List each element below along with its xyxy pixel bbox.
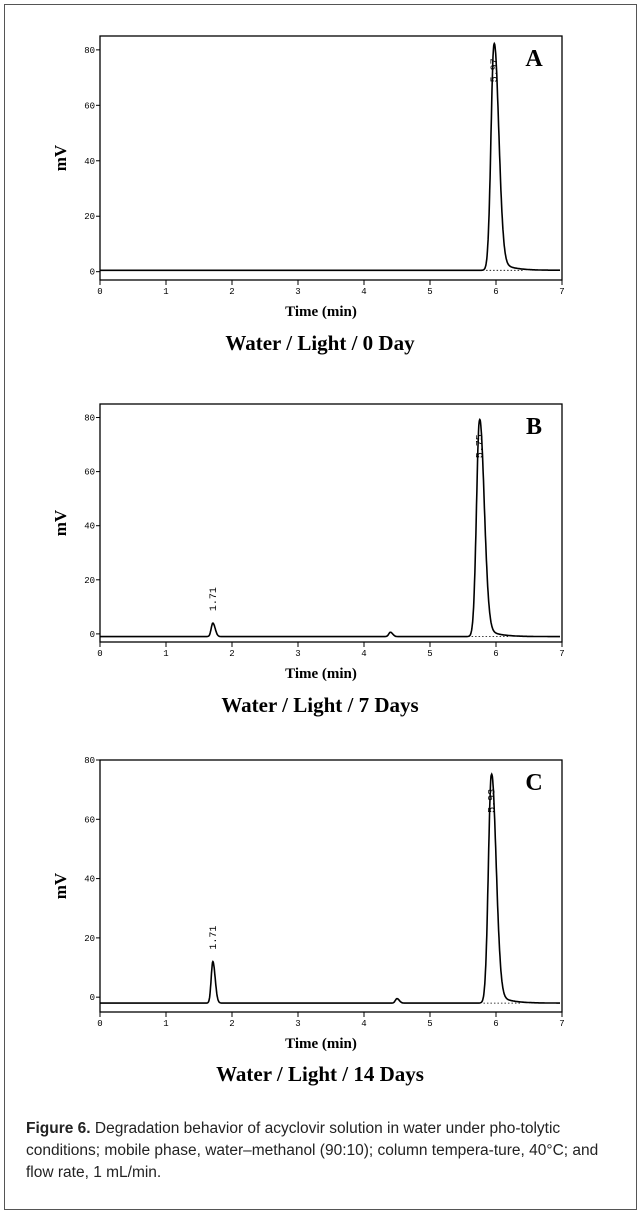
y-tick-label: 20 [84,934,95,944]
y-tick-label: 80 [84,414,95,424]
y-tick-label: 60 [84,468,95,478]
peak-label: 1.71 [209,926,220,950]
chromatogram-trace [100,772,560,1004]
x-tick-label: 3 [295,287,300,297]
y-tick-label: 60 [84,815,95,825]
y-tick-label: 40 [84,157,95,167]
peak-label: 5.93 [487,789,498,813]
x-tick-label: 4 [361,1019,366,1029]
x-tick-label: 6 [493,649,498,659]
y-tick-label: 60 [84,101,95,111]
x-tick-label: 4 [361,287,366,297]
chromatogram-c: 0 1 2 3 4 5 6 7 0 20 40 60 80 Time (min) mV C 1.71 5.93 [51,756,565,1052]
peak-label: 1.71 [209,587,220,611]
panel-caption-b: Water / Light / 7 Days [221,693,419,717]
x-tick-label: 0 [97,287,102,297]
chart-panel-b: 0 1 2 3 4 5 6 7 0 20 40 60 80 Time (min) mV B 1.71 5.75 W… [40,390,600,730]
chromatogram-trace [100,41,560,272]
x-axis-label: Time (min) [285,666,357,682]
peak-label: 5.75 [476,434,487,458]
y-tick-label: 20 [84,576,95,586]
x-tick-label: 4 [361,649,366,659]
chromatogram-b: 0 1 2 3 4 5 6 7 0 20 40 60 80 Time (min) mV B 1.71 5.75 [51,403,565,682]
x-tick-label: 2 [229,1019,234,1029]
y-tick-label: 0 [90,993,95,1003]
x-tick-label: 6 [493,1019,498,1029]
figure-caption: Figure 6. Degradation behavior of acyclo… [26,1118,618,1184]
x-tick-label: 2 [229,649,234,659]
x-tick-label: 5 [427,1019,432,1029]
x-tick-label: 1 [163,287,168,297]
chromatogram-a: 0 1 2 3 4 5 6 7 0 20 40 60 80 Time (min) mV A 5.97 [51,35,565,320]
x-tick-label: 0 [97,1019,102,1029]
y-tick-label: 40 [84,875,95,885]
chart-panel-c: 0 1 2 3 4 5 6 7 0 20 40 60 80 Time (min) mV C 1.71 5.93 W… [40,752,600,1102]
y-tick-label: 80 [84,46,95,56]
panel-letter: B [526,414,542,440]
y-axis-label: mV [51,872,70,899]
x-tick-label: 5 [427,287,432,297]
y-axis-label: mV [51,509,70,536]
x-tick-label: 3 [295,1019,300,1029]
y-axis-label: mV [51,144,70,171]
x-tick-label: 2 [229,287,234,297]
x-tick-label: 3 [295,649,300,659]
panel-caption-a: Water / Light / 0 Day [225,331,415,355]
plot-frame [99,759,563,1013]
y-tick-label: 40 [84,522,95,532]
x-tick-label: 5 [427,649,432,659]
panel-letter: C [525,770,542,796]
chart-panel-a: 0 1 2 3 4 5 6 7 0 20 40 60 80 Time (min) mV A 5.97 Water… [40,22,600,362]
figure-caption-lead: Figure 6. [26,1120,91,1137]
y-tick-label: 20 [84,212,95,222]
x-tick-label: 7 [559,287,564,297]
y-tick-label: 80 [84,756,95,766]
x-tick-label: 1 [163,649,168,659]
x-axis-label: Time (min) [285,304,357,320]
x-tick-label: 1 [163,1019,168,1029]
chromatogram-trace [100,418,560,638]
peak-label: 5.97 [490,58,501,82]
panel-caption-c: Water / Light / 14 Days [216,1062,424,1086]
x-axis-label: Time (min) [285,1036,357,1052]
plot-frame [99,403,563,643]
y-tick-label: 0 [90,630,95,640]
x-tick-label: 6 [493,287,498,297]
plot-frame [99,35,563,281]
figure-caption-text: Degradation behavior of acyclovir soluti… [26,1120,599,1181]
y-tick-label: 0 [90,268,95,278]
x-tick-label: 0 [97,649,102,659]
x-tick-label: 7 [559,1019,564,1029]
figure-frame [4,4,637,1210]
panel-letter: A [525,46,543,72]
x-tick-label: 7 [559,649,564,659]
